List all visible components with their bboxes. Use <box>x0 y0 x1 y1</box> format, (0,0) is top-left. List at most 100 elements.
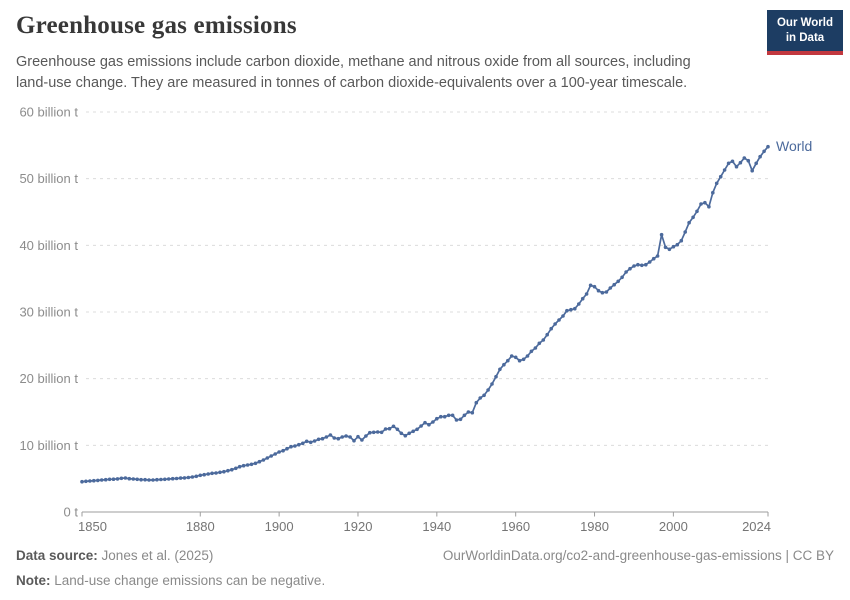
data-point-marker[interactable] <box>584 292 589 296</box>
series-label-world[interactable]: World <box>776 138 812 154</box>
data-point-marker[interactable] <box>675 242 680 247</box>
data-point-marker[interactable] <box>580 296 585 301</box>
data-point-marker[interactable] <box>277 450 281 454</box>
data-point-marker[interactable] <box>699 202 703 206</box>
data-point-marker[interactable] <box>84 479 88 484</box>
data-point-marker[interactable] <box>174 476 179 481</box>
data-point-marker[interactable] <box>415 427 419 432</box>
data-point-marker[interactable] <box>316 437 321 442</box>
data-point-marker[interactable] <box>683 230 687 234</box>
data-point-marker[interactable] <box>647 260 652 264</box>
data-point-marker[interactable] <box>210 471 214 476</box>
data-point-marker[interactable] <box>395 427 400 432</box>
data-point-marker[interactable] <box>328 433 333 437</box>
data-point-marker[interactable] <box>269 454 274 458</box>
data-point-marker[interactable] <box>655 254 660 258</box>
data-point-marker[interactable] <box>257 459 262 464</box>
data-point-marker[interactable] <box>273 452 278 456</box>
data-point-marker[interactable] <box>722 168 727 172</box>
data-point-marker[interactable] <box>344 434 348 438</box>
data-point-marker[interactable] <box>159 477 163 482</box>
data-point-marker[interactable] <box>616 279 620 284</box>
data-point-marker[interactable] <box>170 476 175 481</box>
data-point-marker[interactable] <box>103 477 108 482</box>
data-point-marker[interactable] <box>691 215 695 220</box>
data-point-marker[interactable] <box>545 332 549 337</box>
data-point-marker[interactable] <box>222 469 226 474</box>
data-point-marker[interactable] <box>766 144 770 149</box>
data-point-marker[interactable] <box>218 470 222 475</box>
data-point-marker[interactable] <box>730 159 735 164</box>
data-point-marker[interactable] <box>435 416 439 421</box>
data-point-marker[interactable] <box>754 161 758 166</box>
data-point-marker[interactable] <box>478 396 483 400</box>
data-point-marker[interactable] <box>525 354 530 358</box>
data-point-marker[interactable] <box>245 463 250 467</box>
data-point-marker[interactable] <box>549 326 553 331</box>
data-point-marker[interactable] <box>324 435 329 439</box>
data-point-marker[interactable] <box>703 200 707 205</box>
data-point-marker[interactable] <box>403 433 408 438</box>
data-point-marker[interactable] <box>166 477 171 481</box>
data-point-marker[interactable] <box>147 478 151 482</box>
data-point-marker[interactable] <box>600 290 605 295</box>
data-point-marker[interactable] <box>667 247 672 252</box>
data-point-marker[interactable] <box>379 430 384 435</box>
data-point-marker[interactable] <box>178 476 183 480</box>
data-point-marker[interactable] <box>214 471 218 475</box>
data-point-marker[interactable] <box>714 181 719 186</box>
data-point-marker[interactable] <box>289 444 293 449</box>
data-point-marker[interactable] <box>234 466 238 471</box>
data-point-marker[interactable] <box>561 314 565 318</box>
data-point-marker[interactable] <box>726 161 731 166</box>
data-point-marker[interactable] <box>734 164 739 169</box>
data-point-marker[interactable] <box>399 431 404 436</box>
data-point-marker[interactable] <box>565 308 569 313</box>
data-point-marker[interactable] <box>750 168 754 173</box>
data-point-marker[interactable] <box>439 414 443 419</box>
data-point-marker[interactable] <box>332 436 337 440</box>
data-point-marker[interactable] <box>608 286 613 290</box>
data-point-marker[interactable] <box>297 442 301 447</box>
data-point-marker[interactable] <box>190 475 195 479</box>
data-point-marker[interactable] <box>139 477 143 482</box>
data-point-marker[interactable] <box>711 190 715 195</box>
data-point-marker[interactable] <box>336 436 341 441</box>
data-point-marker[interactable] <box>375 430 380 434</box>
data-point-marker[interactable] <box>454 418 459 422</box>
data-point-marker[interactable] <box>509 354 514 358</box>
data-point-marker[interactable] <box>458 417 463 422</box>
data-point-marker[interactable] <box>194 474 199 479</box>
data-point-marker[interactable] <box>186 475 191 480</box>
data-point-marker[interactable] <box>249 462 254 467</box>
data-point-marker[interactable] <box>371 430 376 435</box>
data-point-marker[interactable] <box>364 434 368 438</box>
data-point-marker[interactable] <box>506 358 510 363</box>
owid-logo[interactable]: Our World in Data <box>767 10 843 55</box>
data-point-marker[interactable] <box>265 456 270 460</box>
data-point-marker[interactable] <box>151 478 155 482</box>
data-point-marker[interactable] <box>502 362 506 367</box>
data-point-marker[interactable] <box>411 429 416 434</box>
data-point-marker[interactable] <box>513 355 518 360</box>
data-point-marker[interactable] <box>596 288 601 293</box>
data-point-marker[interactable] <box>407 431 412 436</box>
data-point-marker[interactable] <box>391 424 396 429</box>
data-point-marker[interactable] <box>206 472 210 476</box>
data-point-marker[interactable] <box>529 349 534 354</box>
data-point-marker[interactable] <box>226 468 230 473</box>
data-point-marker[interactable] <box>687 220 691 225</box>
data-point-marker[interactable] <box>360 438 364 442</box>
data-point-marker[interactable] <box>651 256 656 261</box>
data-point-marker[interactable] <box>431 420 435 424</box>
data-point-marker[interactable] <box>470 410 475 415</box>
data-point-marker[interactable] <box>368 430 372 435</box>
data-point-marker[interactable] <box>612 282 616 287</box>
data-point-marker[interactable] <box>679 238 684 243</box>
world-emissions-line[interactable] <box>81 146 769 483</box>
data-point-marker[interactable] <box>281 448 285 453</box>
data-point-marker[interactable] <box>521 357 526 362</box>
data-point-marker[interactable] <box>387 426 392 431</box>
data-point-marker[interactable] <box>230 467 234 472</box>
